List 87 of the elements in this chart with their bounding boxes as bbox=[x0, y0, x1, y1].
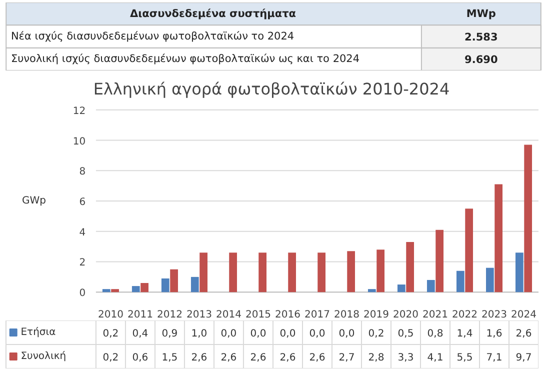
bar bbox=[132, 286, 140, 292]
y-tick-label: 12 bbox=[72, 106, 86, 117]
bar bbox=[494, 184, 503, 292]
data-label: 0,5 bbox=[398, 328, 414, 340]
bar bbox=[376, 250, 384, 292]
data-label: 2,6 bbox=[250, 352, 266, 364]
bar bbox=[486, 268, 494, 292]
data-label: 0,6 bbox=[132, 352, 148, 364]
data-label: 0,4 bbox=[132, 328, 148, 340]
data-label: 2,6 bbox=[516, 328, 532, 340]
x-tick-label: 2024 bbox=[511, 310, 536, 320]
data-label: 2,7 bbox=[338, 352, 355, 364]
data-label: 0,0 bbox=[220, 328, 237, 340]
data-label: 0,0 bbox=[250, 328, 266, 340]
x-tick-label: 2013 bbox=[186, 310, 212, 320]
data-label: 1,4 bbox=[456, 328, 473, 340]
data-label: 0,8 bbox=[427, 328, 444, 340]
x-tick-label: 2014 bbox=[216, 310, 242, 320]
text: 2.583 bbox=[464, 32, 498, 44]
x-tick-label: 2017 bbox=[304, 310, 330, 320]
x-tick-label: 2018 bbox=[334, 310, 360, 320]
x-tick-label: 2011 bbox=[127, 310, 153, 320]
data-label: 0,0 bbox=[280, 328, 296, 340]
x-tick-label: 2020 bbox=[393, 310, 418, 320]
bar bbox=[465, 208, 474, 292]
bar bbox=[368, 289, 376, 292]
bar bbox=[140, 283, 148, 292]
x-tick-label: 2022 bbox=[452, 310, 478, 320]
legend-label: Ετήσια bbox=[20, 327, 56, 338]
data-label: 9,7 bbox=[516, 352, 532, 364]
y-tick-label: 10 bbox=[72, 136, 86, 148]
y-tick-label: 4 bbox=[79, 227, 86, 238]
data-label: 1,5 bbox=[162, 352, 178, 364]
bar bbox=[436, 230, 444, 292]
x-tick-label: 2023 bbox=[482, 310, 507, 320]
text: Νέα ισχύς διασυνδεδεμένων φωτοβολταϊκών το 2024 bbox=[10, 30, 294, 42]
bar bbox=[170, 269, 178, 292]
text: MWp bbox=[466, 8, 496, 20]
data-label: 7,1 bbox=[486, 352, 502, 364]
text: Διασυνδεδεμένα συστήματα bbox=[130, 8, 296, 20]
y-tick-label: 0 bbox=[79, 288, 86, 300]
bar bbox=[406, 242, 414, 292]
data-label: 1,0 bbox=[191, 328, 208, 340]
x-tick-label: 2015 bbox=[246, 310, 271, 320]
x-tick-label: 2016 bbox=[275, 310, 300, 320]
text: Συνολική ισχύς διασυνδεδεμένων φωτοβολταϊκών ως και το 2024 bbox=[10, 53, 360, 66]
bar bbox=[102, 289, 110, 292]
bar bbox=[347, 251, 355, 292]
y-tick-label: 2 bbox=[79, 258, 86, 269]
bar bbox=[258, 252, 266, 292]
x-tick-label: 2012 bbox=[156, 310, 182, 320]
data-label: 2,6 bbox=[309, 352, 326, 364]
data-label: 0,2 bbox=[102, 328, 119, 340]
bar bbox=[288, 252, 296, 292]
y-axis-title: GWp bbox=[22, 196, 46, 206]
bar bbox=[190, 276, 199, 292]
bar bbox=[318, 252, 326, 292]
data-label: 0,0 bbox=[309, 328, 326, 340]
bar bbox=[426, 280, 435, 292]
data-label: 5,5 bbox=[456, 352, 473, 364]
chart-title: Ελληνική αγορά φωτοβολταϊκών 2010-2024 bbox=[93, 80, 450, 98]
x-tick-label: 2010 bbox=[98, 310, 124, 320]
x-tick-label: 2019 bbox=[364, 310, 389, 320]
data-label: 1,6 bbox=[486, 328, 502, 340]
y-tick-label: 6 bbox=[79, 197, 86, 208]
bar bbox=[229, 252, 237, 292]
data-label: 0,2 bbox=[368, 328, 384, 340]
bar bbox=[456, 270, 464, 292]
bar bbox=[515, 252, 524, 292]
data-label: 2,8 bbox=[368, 352, 384, 364]
bar bbox=[200, 252, 208, 292]
x-tick-label: 2021 bbox=[422, 310, 448, 320]
data-label: 0,0 bbox=[338, 328, 355, 340]
text: 9.690 bbox=[464, 54, 498, 66]
data-label: 4,1 bbox=[427, 352, 444, 364]
data-label: 0,9 bbox=[162, 328, 178, 340]
data-label: 2,6 bbox=[220, 352, 237, 364]
bar bbox=[161, 278, 170, 292]
legend-label: Συνολική bbox=[20, 351, 66, 362]
y-tick-label: 8 bbox=[79, 166, 86, 178]
bar bbox=[397, 284, 406, 292]
data-label: 3,3 bbox=[398, 352, 414, 364]
bar bbox=[111, 289, 119, 292]
data-label: 0,2 bbox=[102, 352, 119, 364]
data-label: 2,6 bbox=[191, 352, 208, 364]
bar bbox=[524, 144, 532, 292]
data-label: 2,6 bbox=[280, 352, 296, 364]
